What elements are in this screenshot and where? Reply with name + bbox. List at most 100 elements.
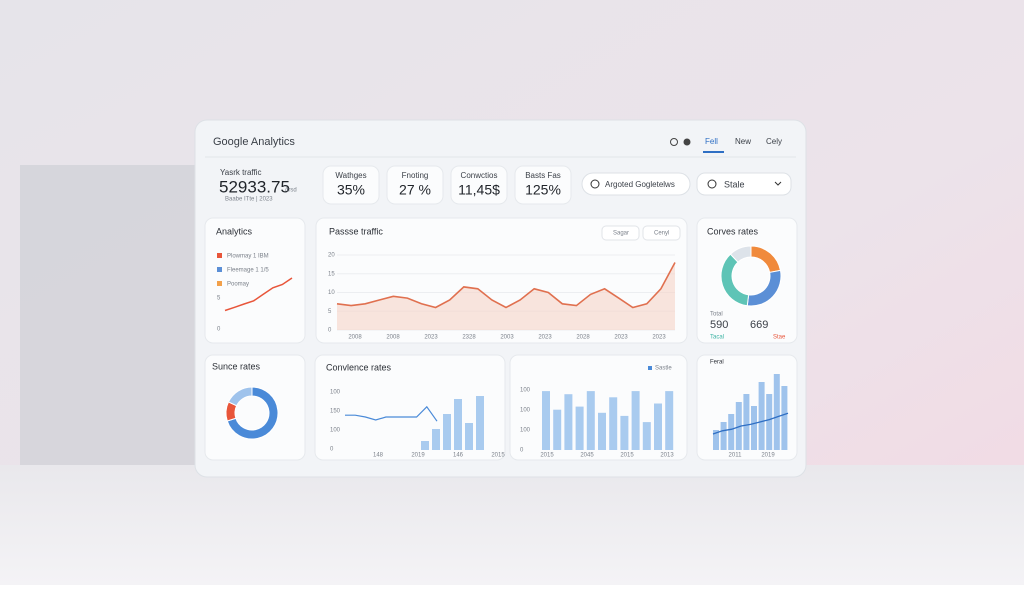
x-tick-label: 2015: [620, 453, 634, 459]
x-tick-label: 148: [373, 453, 384, 459]
bar: [751, 406, 757, 450]
card: [322, 165, 380, 205]
bar: [620, 415, 629, 450]
bar: [720, 422, 727, 450]
logo: Google Analytics: [213, 136, 295, 148]
panel-title: Feral: [710, 360, 724, 366]
x-tick-label: 2028: [576, 335, 590, 341]
line: [224, 277, 293, 312]
stat-label: Tacal: [710, 335, 724, 341]
bar: [586, 391, 595, 450]
y-tick-label: 10: [328, 290, 335, 296]
x-tick-label: 2023: [424, 335, 438, 341]
y-tick-label: 0: [330, 447, 334, 453]
bar: [598, 412, 606, 450]
y-tick-label: 100: [520, 428, 531, 434]
bar: [781, 386, 788, 450]
bar: [713, 430, 719, 450]
metric-label: Wathges: [335, 171, 366, 180]
y-tick-label: 0: [328, 328, 332, 334]
icon: [683, 138, 691, 146]
y-tick-label: 100: [330, 428, 341, 434]
summary-note: Baabe ITte | 2023: [225, 197, 273, 203]
bar: [609, 397, 618, 450]
icon: [590, 179, 600, 189]
x-tick-label: 2011: [729, 453, 743, 459]
x-tick-label: 2008: [348, 335, 362, 341]
metric-label: Fnoting: [402, 171, 429, 180]
card: [696, 217, 798, 344]
legend-swatch: [648, 366, 652, 370]
donut-segment: [226, 386, 279, 440]
line: [712, 412, 789, 435]
donut-segment: [227, 386, 253, 407]
x-tick-label: 2045: [580, 453, 594, 459]
panel-title: Corves rates: [707, 226, 759, 236]
bar: [476, 396, 484, 450]
x-tick-label: 2328: [462, 335, 476, 341]
summary-value: 52933.75: [219, 177, 290, 196]
shadow: [20, 165, 205, 465]
bar: [575, 406, 584, 450]
legend-label: Plowmay 1 IBM: [227, 254, 269, 260]
select[interactable]: [696, 172, 792, 196]
bar: [743, 394, 750, 450]
bar: [758, 382, 765, 450]
control-label[interactable]: Sagar: [613, 231, 629, 237]
bar: [642, 422, 651, 450]
y-tick-label: 5: [328, 309, 332, 315]
control[interactable]: [601, 225, 640, 241]
legend-label: Poomay: [227, 282, 249, 288]
icon: [670, 138, 678, 146]
y-tick-label: 15: [328, 271, 335, 277]
tab[interactable]: Cely: [766, 137, 782, 146]
legend-label: Fleemage 1 1/5: [227, 268, 269, 274]
legend-swatch: [217, 253, 222, 258]
panel-title: Passse traffic: [329, 226, 383, 236]
control[interactable]: [642, 225, 681, 241]
tab[interactable]: Fell: [705, 137, 718, 146]
line: [345, 405, 438, 422]
bar: [432, 429, 440, 450]
stat-value: 669: [750, 319, 768, 331]
control-label[interactable]: Cenyl: [654, 231, 669, 237]
metric-value: 35%: [337, 182, 365, 198]
bar: [654, 403, 662, 450]
y-tick-label: 0: [520, 448, 524, 454]
x-tick-label: 2015: [491, 453, 505, 459]
button[interactable]: [581, 172, 691, 196]
y-tick-label: 100: [520, 408, 531, 414]
summary-label: Yasrk traffic: [220, 168, 262, 177]
button-label[interactable]: Argoted Gogletelws: [605, 180, 675, 189]
donut-segment: [729, 245, 752, 263]
bar: [631, 391, 640, 450]
panel-title: Analytics: [216, 226, 253, 236]
x-tick-label: 146: [453, 453, 464, 459]
bar: [553, 409, 562, 450]
bar: [728, 414, 735, 450]
select-label[interactable]: Stale: [724, 179, 745, 189]
stat-label: Total: [710, 312, 723, 318]
bar: [735, 402, 742, 450]
stat-label: Stae: [773, 335, 786, 341]
chevron: [774, 181, 782, 186]
line: [336, 262, 676, 309]
x-tick-label: 2023: [614, 335, 628, 341]
stat-value: 590: [710, 319, 728, 331]
tab[interactable]: New: [735, 137, 751, 146]
panel-title: Convlence rates: [326, 362, 392, 372]
metric-value: 11,45$: [458, 182, 500, 198]
x-tick-label: 2023: [538, 335, 552, 341]
x-tick-label: 2008: [386, 335, 400, 341]
legend-swatch: [217, 267, 222, 272]
card: [386, 165, 444, 205]
summary-unit: /trsd: [285, 188, 297, 194]
legend-label: Sastle: [655, 366, 672, 372]
y-tick-label: 0: [217, 327, 221, 333]
x-tick-label: 2019: [761, 453, 775, 459]
y-tick-label: 20: [328, 253, 335, 259]
metric-value: 125%: [525, 182, 561, 198]
y-tick-label: 5: [217, 296, 221, 302]
